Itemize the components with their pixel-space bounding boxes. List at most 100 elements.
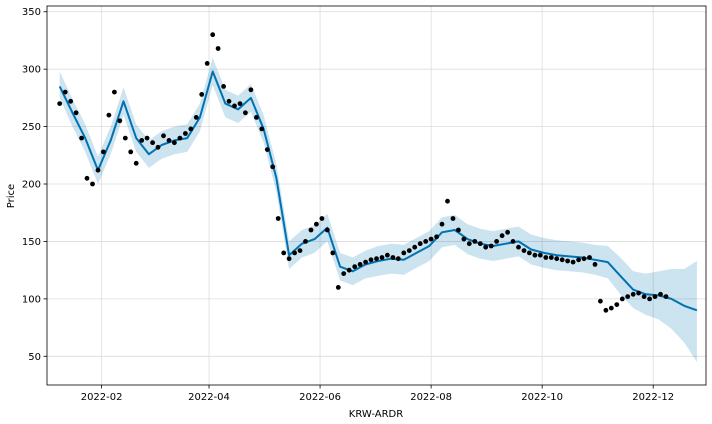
observed-point — [90, 181, 95, 187]
observed-point — [499, 233, 505, 239]
observed-point — [335, 285, 341, 290]
y-tick-label: 100 — [22, 294, 41, 305]
observed-point — [259, 126, 265, 132]
observed-point — [412, 244, 418, 250]
observed-point — [139, 138, 145, 143]
observed-point — [532, 252, 538, 258]
observed-point — [401, 250, 407, 256]
observed-point — [275, 216, 281, 221]
uncertainty-band-area — [59, 57, 697, 362]
observed-point — [177, 135, 183, 141]
observed-point — [390, 255, 396, 260]
observed-point — [188, 126, 194, 132]
observed-point — [548, 255, 554, 260]
observed-point — [248, 87, 254, 93]
observed-point — [461, 236, 467, 242]
observed-point — [417, 241, 423, 247]
observed-point — [101, 149, 106, 155]
observed-point — [450, 216, 456, 221]
x-axis: 2022-02 2022-04 2022-06 2022-08 2022-10 2022-… — [81, 385, 674, 403]
y-tick-label: 250 — [22, 122, 41, 133]
observed-point — [286, 256, 292, 262]
observed-point — [341, 271, 347, 276]
observed-point — [598, 298, 603, 304]
x-tick-label: 2022-10 — [521, 392, 563, 403]
observed-point — [117, 118, 123, 124]
observed-point — [488, 243, 494, 249]
y-tick-label: 350 — [22, 7, 41, 18]
observed-point — [183, 131, 188, 136]
observed-point — [466, 241, 472, 247]
observed-point — [576, 257, 581, 263]
observed-point — [614, 302, 620, 307]
x-axis-label: KRW-ARDR — [349, 409, 403, 420]
observed-point — [303, 239, 308, 244]
observed-point — [281, 250, 287, 256]
observed-point — [319, 216, 325, 221]
y-axis-label: Price — [6, 184, 17, 208]
observed-point — [352, 264, 358, 270]
x-tick-label: 2022-06 — [299, 392, 341, 403]
observed-point — [297, 248, 303, 254]
observed-point — [505, 229, 510, 235]
observed-point — [204, 61, 210, 66]
observed-point — [477, 241, 483, 247]
observed-point — [330, 250, 336, 256]
observed-point — [658, 291, 663, 297]
observed-point — [587, 255, 592, 260]
observed-point — [483, 244, 489, 250]
observed-point — [122, 135, 128, 141]
observed-point — [150, 140, 156, 146]
observed-point — [652, 294, 658, 299]
observed-point — [527, 250, 532, 256]
observed-point — [346, 267, 352, 273]
observed-point — [84, 175, 90, 181]
observed-point — [565, 258, 570, 264]
x-tick-label: 2022-04 — [188, 392, 230, 403]
observed-point — [625, 294, 631, 299]
observed-point — [128, 149, 134, 155]
observed-point — [608, 305, 614, 311]
y-tick-label: 50 — [28, 352, 41, 363]
observed-point — [641, 294, 647, 299]
observed-point — [434, 234, 439, 240]
observed-point — [521, 248, 527, 254]
observed-point — [516, 244, 521, 250]
observed-series — [57, 32, 669, 313]
observed-point — [603, 307, 609, 313]
observed-point — [472, 239, 478, 244]
y-tick-label: 150 — [22, 237, 41, 248]
observed-point — [537, 252, 543, 258]
observed-point — [647, 296, 652, 302]
observed-point — [79, 135, 84, 141]
observed-point — [232, 103, 237, 109]
uncertainty-band — [59, 57, 697, 362]
observed-point — [570, 259, 576, 265]
grid — [47, 6, 706, 385]
observed-point — [406, 248, 412, 254]
observed-point — [68, 98, 74, 104]
observed-point — [363, 259, 368, 265]
observed-point — [456, 227, 461, 233]
observed-point — [112, 89, 117, 95]
plot-frame — [46, 5, 707, 386]
observed-point — [554, 256, 560, 262]
observed-point — [510, 239, 516, 244]
x-tick-label: 2022-12 — [632, 392, 674, 403]
observed-point — [62, 89, 68, 95]
observed-point — [374, 256, 379, 262]
observed-point — [264, 147, 270, 153]
observed-point — [379, 255, 385, 260]
observed-point — [210, 32, 216, 38]
observed-point — [423, 239, 429, 244]
observed-point — [193, 115, 199, 120]
observed-point — [270, 164, 276, 170]
observed-point — [161, 133, 166, 139]
observed-point — [144, 135, 150, 141]
observed-point — [95, 167, 101, 173]
observed-point — [155, 144, 161, 150]
x-tick-label: 2022-08 — [410, 392, 452, 403]
observed-point — [559, 257, 565, 263]
